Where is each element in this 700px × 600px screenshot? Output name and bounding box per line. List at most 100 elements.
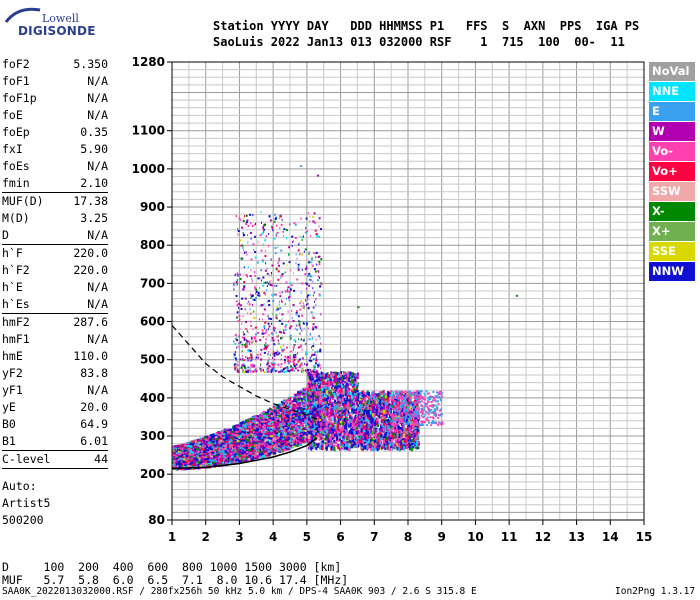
echo-point (261, 432, 265, 435)
echo-point (265, 428, 269, 431)
echo-point (287, 422, 290, 425)
echo-point (251, 424, 254, 427)
echo-point (290, 411, 294, 414)
echo-point (284, 438, 287, 441)
param-name: fxI (2, 142, 23, 156)
echo-point (252, 445, 255, 448)
echo-point (290, 446, 294, 449)
echo-point (182, 464, 185, 467)
param-row: foF1 N/A (2, 73, 108, 90)
echo-point (283, 436, 286, 439)
echo-point (209, 437, 213, 440)
echo-point (175, 465, 178, 468)
param-name: foF2 (2, 57, 30, 71)
echo-point (306, 430, 310, 433)
echo-point (255, 448, 258, 451)
echo-point (220, 435, 224, 438)
echo-point (196, 453, 200, 456)
echo-point (250, 426, 254, 429)
echo-point (214, 435, 218, 438)
echo-point (262, 414, 266, 417)
echo-point (193, 455, 197, 458)
echo-point (229, 447, 232, 450)
echo-point (287, 427, 290, 430)
echo-point (246, 424, 249, 427)
echo-point (256, 427, 260, 430)
param-value: 220.0 (73, 246, 108, 260)
echo-point (193, 461, 196, 464)
echo-point (257, 449, 260, 452)
echo-point (200, 457, 204, 460)
echo-point (240, 454, 244, 457)
echo-point (260, 452, 264, 455)
echo-point (220, 444, 224, 447)
echo-point (286, 408, 289, 411)
echo-point (283, 399, 286, 402)
echo-point (276, 433, 280, 436)
param-value: 5.90 (80, 142, 108, 156)
echo-point (286, 441, 290, 444)
echo-point (259, 448, 262, 451)
param-value: N/A (87, 74, 108, 88)
param-name: B1 (2, 434, 16, 448)
echo-point (184, 459, 188, 462)
echo-point (268, 417, 272, 420)
echo-point (226, 446, 230, 449)
param-name: h`Es (2, 297, 30, 311)
echo-point (217, 451, 220, 454)
echo-point (252, 440, 256, 443)
echo-point (205, 447, 209, 450)
echo-point (299, 407, 302, 410)
echo-point (264, 441, 268, 444)
echo-point (220, 442, 223, 445)
echo-point (199, 451, 202, 454)
echo-point (311, 407, 314, 410)
echo-point (241, 444, 244, 447)
echo-point (178, 455, 182, 458)
station-header-values: SaoLuis 2022 Jan13 013 032000 RSF 1 715 … (213, 35, 625, 49)
echo-point (224, 447, 228, 450)
echo-point (281, 428, 285, 431)
echo-point (195, 457, 198, 460)
echo-point (233, 431, 236, 434)
echo-point (201, 437, 205, 440)
echo-point (237, 460, 241, 463)
param-row: yE 20.0 (2, 399, 108, 416)
param-name: fmin (2, 176, 30, 190)
echo-point (238, 430, 241, 433)
echo-point (300, 439, 304, 442)
echo-point (192, 450, 196, 453)
echo-point (235, 424, 239, 427)
echo-point (238, 433, 242, 436)
echo-point (230, 432, 233, 435)
echo-point (204, 437, 208, 440)
echo-point (233, 436, 236, 439)
echo-point (305, 419, 308, 422)
echo-point (209, 439, 213, 442)
echo-point (179, 458, 183, 461)
echo-point (242, 422, 246, 425)
echo-point (293, 443, 296, 446)
echo-point (255, 454, 258, 457)
echo-point (176, 454, 179, 457)
echo-point (228, 434, 231, 437)
echo-point (233, 447, 236, 450)
echo-point (256, 434, 260, 437)
echo-point (290, 438, 293, 441)
echo-point (275, 432, 279, 435)
param-row: foE N/A (2, 107, 108, 124)
echo-point (173, 453, 177, 456)
echo-point (207, 441, 211, 444)
echo-point (280, 443, 284, 446)
echo-point (239, 426, 243, 429)
param-name: foF1 (2, 74, 30, 88)
echo-point (263, 446, 266, 449)
echo-point (250, 431, 253, 434)
param-name: foEp (2, 125, 30, 139)
echo-point (281, 424, 285, 427)
echo-point (216, 446, 219, 449)
echo-point (228, 459, 231, 462)
echo-point (173, 463, 176, 466)
echo-point (201, 440, 205, 443)
echo-point (231, 442, 234, 445)
